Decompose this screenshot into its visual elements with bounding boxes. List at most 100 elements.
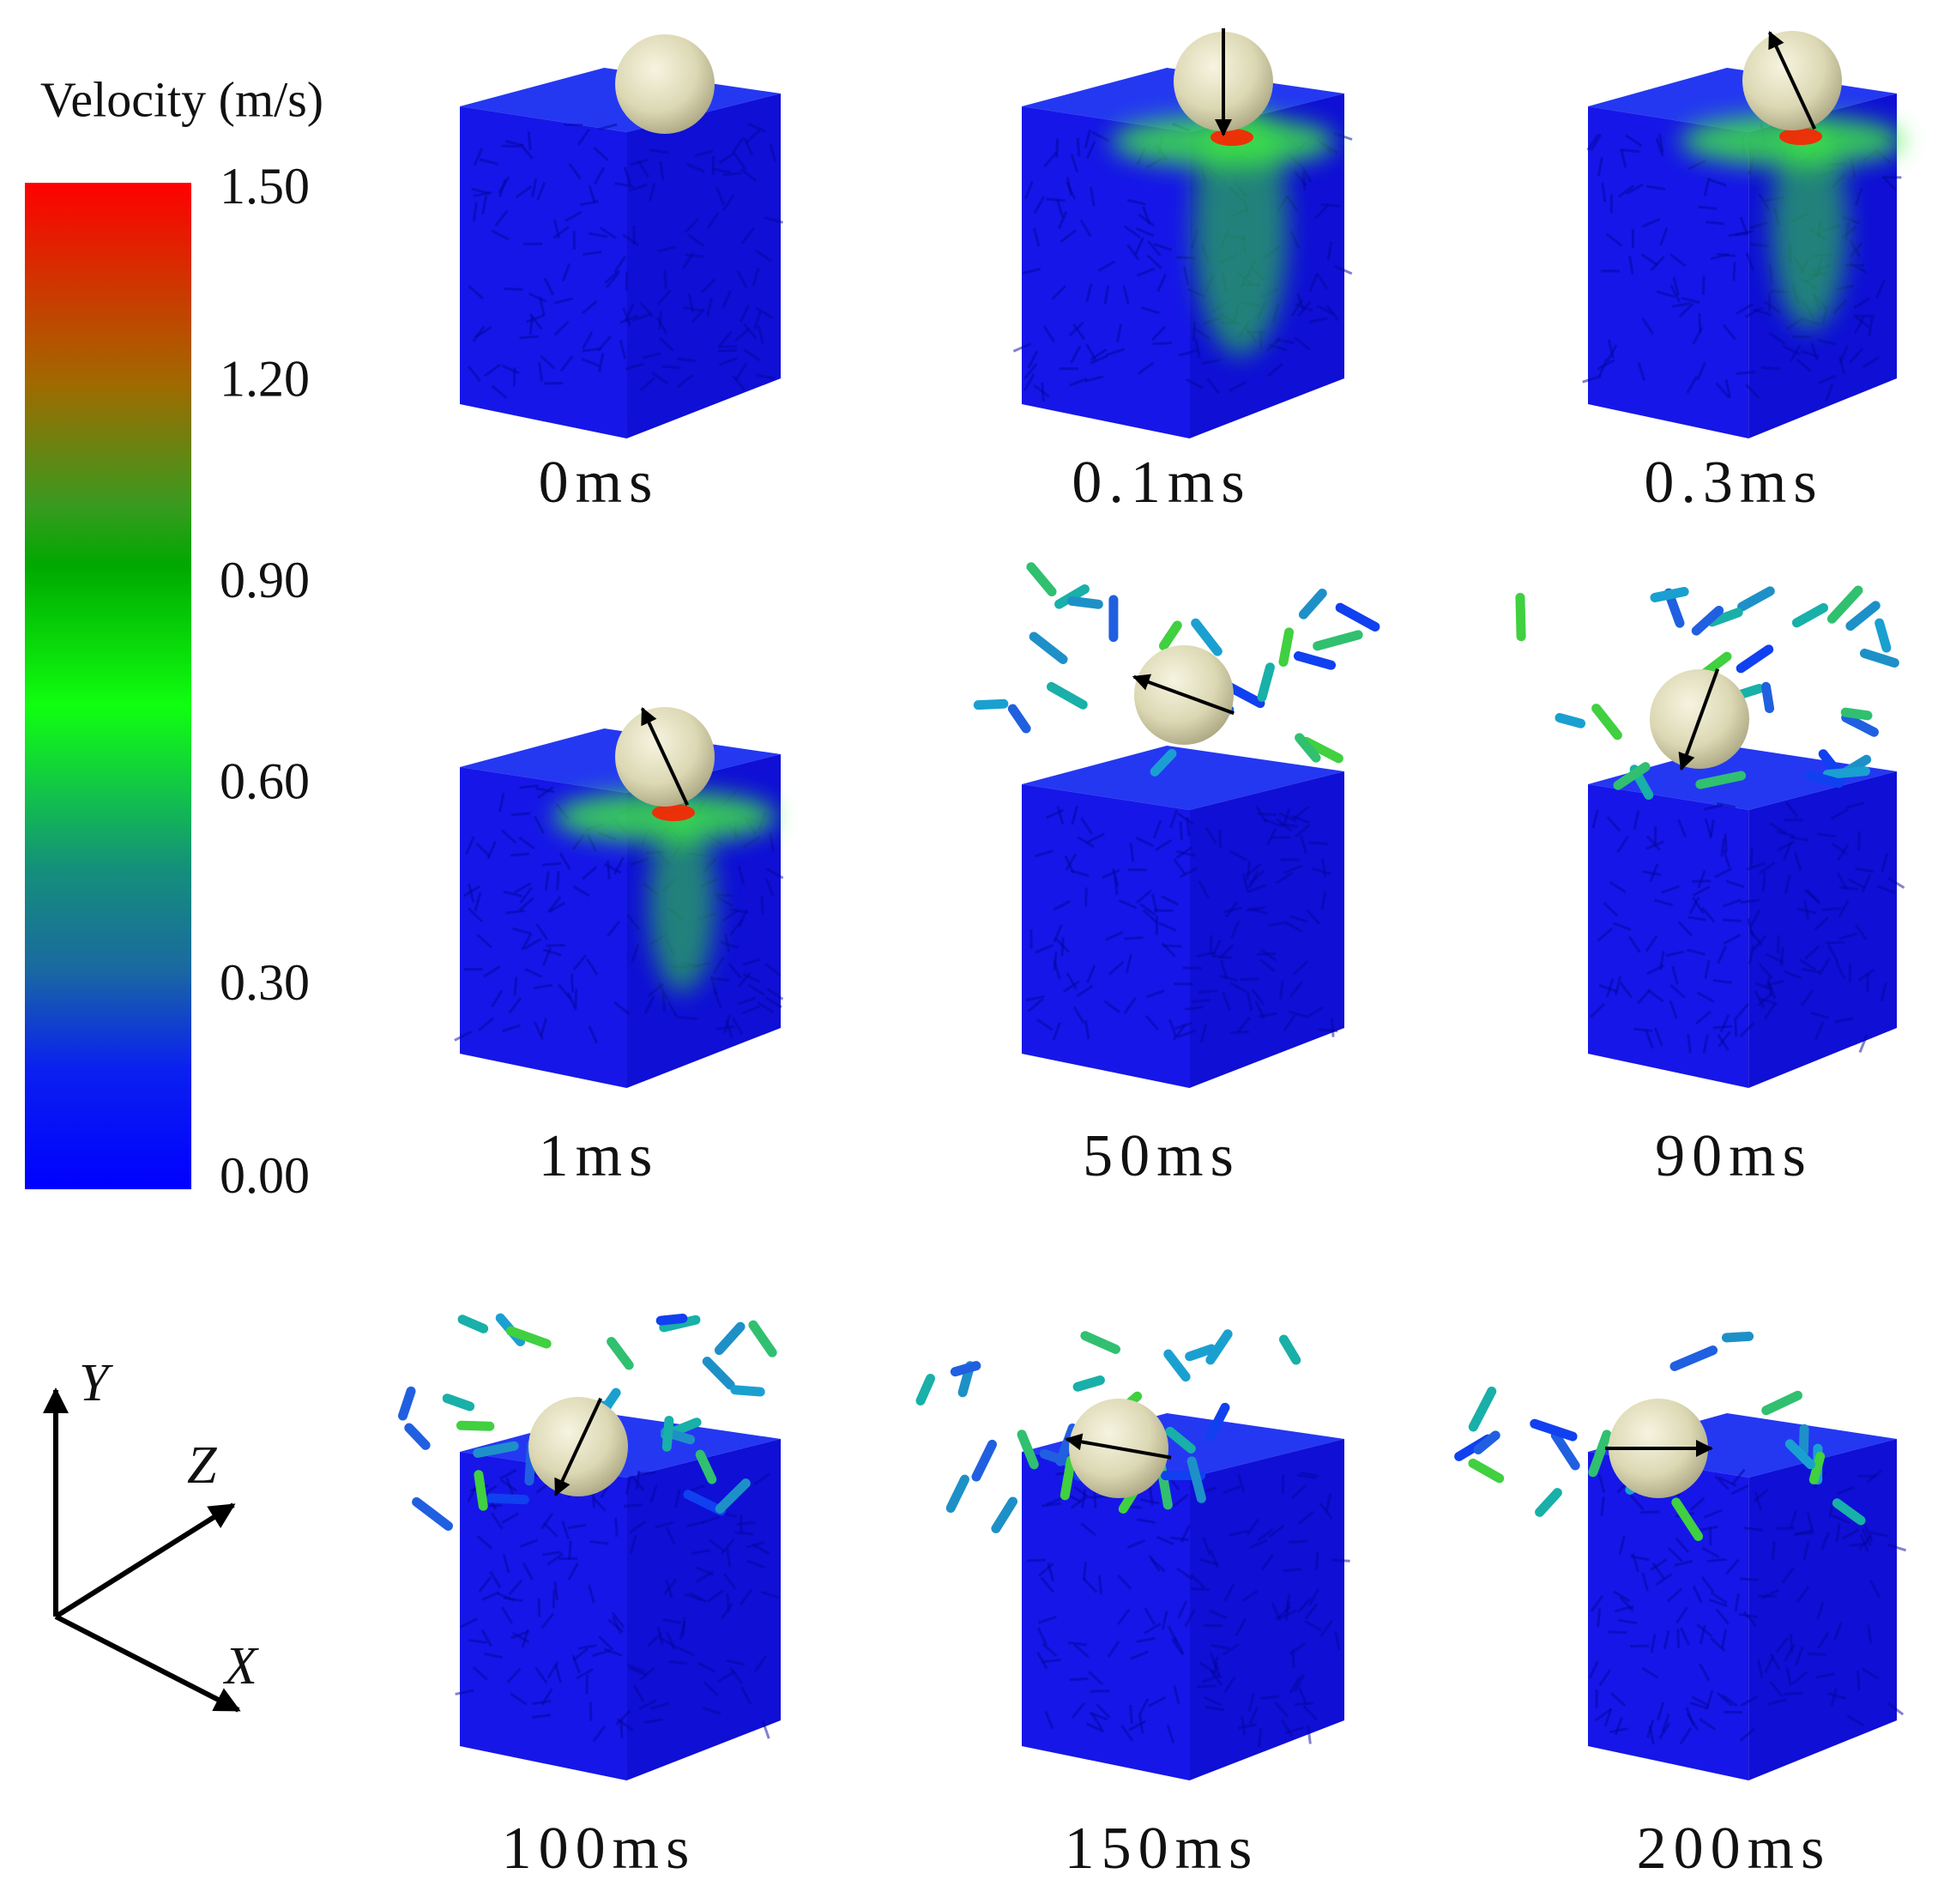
particle-texture <box>478 1017 494 1031</box>
particle-texture <box>1653 1027 1663 1047</box>
particle-texture <box>667 1000 679 1018</box>
particle-texture <box>581 299 598 315</box>
particle-texture <box>1758 192 1771 211</box>
particle-texture <box>531 1714 552 1720</box>
particle-texture <box>1106 348 1126 357</box>
particle-texture <box>1697 869 1706 889</box>
particle-texture <box>1198 989 1218 994</box>
particle-texture <box>1139 1498 1160 1505</box>
particle-texture <box>1740 898 1760 904</box>
flying-particle <box>1080 1331 1120 1354</box>
particle-texture <box>752 267 760 287</box>
particle-texture <box>1616 836 1629 854</box>
particle-texture <box>1168 809 1179 829</box>
particle-texture <box>1802 1540 1810 1561</box>
particle-texture <box>655 316 668 335</box>
flying-particle <box>1205 1402 1230 1442</box>
particle-texture <box>1138 1697 1150 1716</box>
particle-texture <box>663 269 667 289</box>
particle-texture <box>1105 930 1124 941</box>
particle-texture <box>1669 1000 1678 1019</box>
particle-texture <box>1847 878 1866 890</box>
particle-texture <box>1781 1567 1795 1584</box>
particle-texture <box>1707 1557 1727 1563</box>
particle-texture <box>1801 967 1820 974</box>
particle-texture <box>1285 922 1303 934</box>
particle-texture <box>1669 983 1686 999</box>
particle-texture <box>519 784 539 789</box>
particle-texture <box>1708 1598 1728 1608</box>
particle-texture <box>1793 852 1802 871</box>
particle-texture <box>1086 832 1105 843</box>
particle-texture <box>1136 1636 1156 1643</box>
particle-texture <box>1040 1576 1054 1593</box>
particle-texture <box>586 833 597 852</box>
particle-texture <box>588 184 596 204</box>
particle-texture <box>1222 1643 1240 1656</box>
particle-texture <box>1853 297 1871 310</box>
particle-texture <box>1264 818 1283 828</box>
particle-texture <box>1222 992 1231 1011</box>
particle-texture <box>1229 380 1247 392</box>
particle-texture <box>1798 958 1816 971</box>
particle-texture <box>1692 897 1705 915</box>
flying-particle <box>945 1474 969 1514</box>
particle-texture <box>714 893 734 898</box>
panel: 150ms <box>915 1329 1350 1882</box>
particle-block-front <box>1022 784 1190 1088</box>
particle-texture <box>1650 256 1665 272</box>
particle-texture <box>1241 873 1249 893</box>
particle-texture <box>1769 821 1787 835</box>
particle-texture <box>541 1550 562 1556</box>
particle-texture <box>1194 339 1201 359</box>
particle-texture <box>572 1647 589 1662</box>
particle-texture <box>1209 1609 1228 1620</box>
particle-texture <box>1150 1557 1166 1573</box>
particle-texture <box>1082 1562 1087 1581</box>
particle-texture <box>1316 304 1335 316</box>
particle-texture <box>1608 1630 1627 1635</box>
particle-texture <box>623 166 632 186</box>
particle-texture <box>662 1617 682 1624</box>
particle-texture <box>1247 871 1259 889</box>
panel: 50ms <box>973 562 1380 1189</box>
flying-particle <box>486 1493 529 1505</box>
particle-texture <box>1079 1521 1096 1537</box>
particle-texture <box>1861 873 1872 892</box>
particle-texture <box>740 167 758 182</box>
flying-particle <box>1737 586 1775 612</box>
particle-texture <box>510 852 529 857</box>
flying-particle <box>1026 562 1057 597</box>
particle-texture <box>1297 1510 1315 1525</box>
particle-texture <box>1702 1034 1709 1054</box>
particle-texture <box>1867 1624 1873 1644</box>
particle-texture <box>1144 1607 1156 1625</box>
particle-texture <box>1080 817 1093 835</box>
particle-texture <box>1321 858 1327 879</box>
panel: 90ms <box>1515 585 1905 1189</box>
particle-texture <box>754 249 772 263</box>
particle-texture <box>598 353 605 372</box>
particle-texture <box>614 1517 619 1537</box>
particle-texture <box>1777 840 1796 852</box>
particle-texture <box>567 1562 579 1581</box>
particle-texture <box>1192 321 1197 341</box>
panel-label: 150ms <box>1065 1816 1259 1882</box>
flying-particle <box>1691 605 1724 636</box>
particle-texture <box>1144 1622 1162 1635</box>
particle-texture <box>1251 988 1265 1006</box>
particle-texture <box>1677 819 1687 838</box>
particle-texture <box>1152 342 1172 346</box>
particle-texture <box>1692 885 1711 897</box>
particle-texture <box>1060 229 1077 244</box>
particle-texture <box>1590 1595 1604 1612</box>
particle-texture <box>1046 1496 1065 1506</box>
particle-texture <box>625 1663 645 1672</box>
particle-texture <box>1126 198 1146 206</box>
particle-texture <box>464 836 475 855</box>
particle-texture <box>1308 273 1319 293</box>
particle-texture <box>513 882 532 894</box>
particle-texture <box>1184 1609 1196 1628</box>
flying-particle <box>1293 651 1337 670</box>
particle-texture <box>707 1589 724 1603</box>
